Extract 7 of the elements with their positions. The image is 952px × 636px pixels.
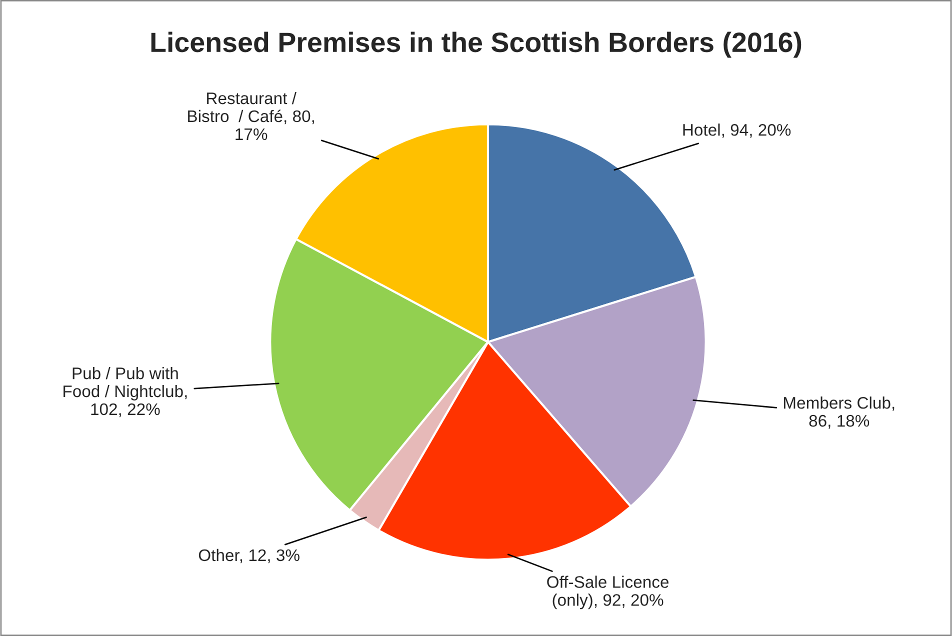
- chart-title: Licensed Premises in the Scottish Borders (2016): [151, 32, 802, 58]
- slice-label: Other, 12, 3%: [198, 548, 300, 564]
- slice-label: Restaurant / Bistro / Café, 80, 17%: [188, 92, 314, 140]
- slice-label: Hotel, 94, 20%: [683, 124, 791, 138]
- slice-label: Off-Sale Licence (only), 92, 20%: [547, 576, 668, 610]
- slice-label: Members Club, 86, 18%: [784, 396, 894, 429]
- slice-label: Pub / Pub with Food / Nightclub, 102, 22%: [64, 367, 187, 418]
